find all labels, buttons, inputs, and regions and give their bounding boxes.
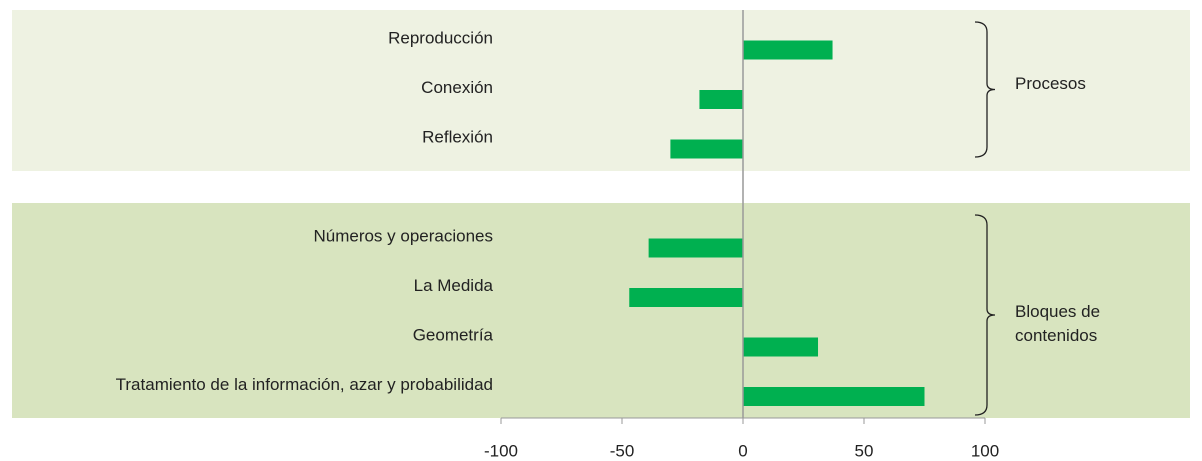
x-tick-label: 0 [738,441,747,460]
x-tick-label: 50 [855,441,874,460]
bar [743,387,925,406]
bar [743,337,819,357]
category-label: Reflexión [422,127,493,146]
x-tick-label: -100 [484,441,518,460]
brace [974,21,996,158]
bar [699,90,743,109]
category-label: Conexión [421,78,493,97]
group-background [12,10,1190,171]
brace [974,214,996,416]
category-label: Tratamiento de la información, azar y pr… [116,375,493,394]
category-label: La Medida [414,276,494,295]
bar [629,288,743,307]
group-background [12,203,1190,418]
bar [648,238,743,258]
category-label: Geometría [413,325,494,344]
group-label: Bloques de contenidos [1015,302,1101,345]
bars [629,40,925,406]
bar [670,139,743,159]
x-tick-label: -50 [610,441,635,460]
bar [743,40,833,60]
category-label: Números y operaciones [313,226,493,245]
group-label: Procesos [1015,74,1086,93]
category-label: Reproducción [388,28,493,47]
x-tick-label: 100 [971,441,999,460]
